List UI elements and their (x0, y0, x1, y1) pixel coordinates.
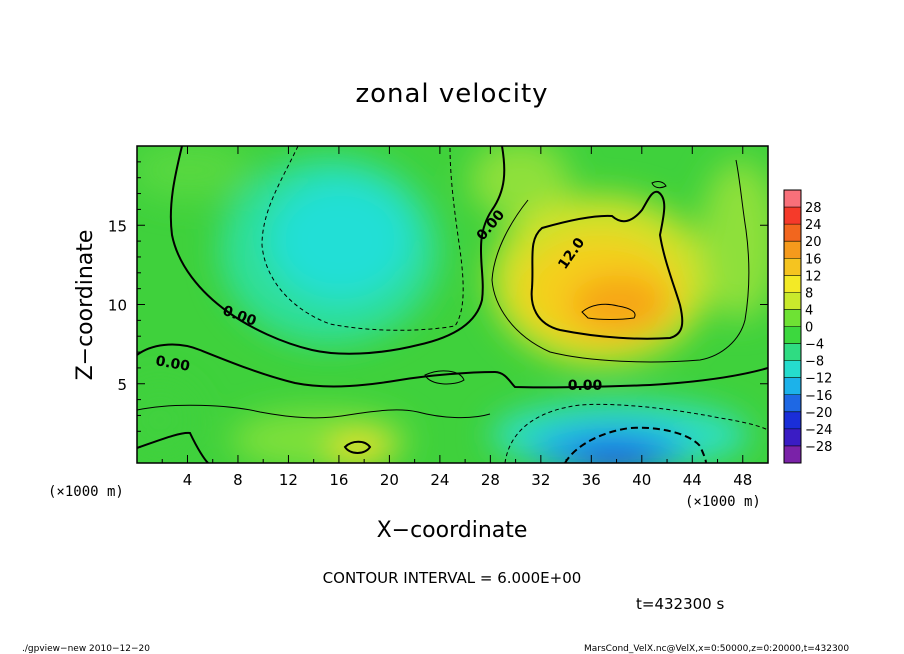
y-tick-label: 15 (108, 217, 127, 235)
x-tick-label: 36 (582, 471, 601, 489)
colorbar-swatch (784, 428, 801, 447)
colorbar-swatch (784, 241, 801, 259)
x-tick-label: 28 (481, 471, 500, 489)
x-tick-label: 40 (632, 471, 651, 489)
x-unit-label-left: (×1000 m) (48, 484, 124, 500)
contour-zero-bottom (137, 431, 209, 463)
colorbar-label: −28 (805, 440, 832, 455)
x-tick-label: 32 (531, 471, 550, 489)
colorbar-swatch (784, 292, 801, 310)
colorbar-swatch (784, 445, 801, 464)
contour-thin-cyan-area (261, 146, 464, 331)
x-axis-title: X−coordinate (377, 518, 528, 543)
colorbar-swatch (784, 190, 801, 208)
contour-small-blob (343, 440, 372, 454)
y-axis-title: Z−coordinate (73, 230, 98, 381)
x-tick-label: 12 (279, 471, 298, 489)
contour-twelve (530, 190, 684, 340)
x-unit-label-right: (×1000 m) (685, 494, 761, 510)
y-axis: 5 10 15 (108, 161, 768, 448)
colorbar-swatch (784, 411, 801, 430)
x-tick-label: 44 (683, 471, 702, 489)
colorbar-label: −24 (805, 423, 832, 438)
colorbar-swatch (784, 377, 801, 396)
colorbar-swatch (784, 224, 801, 242)
colorbar-swatch (784, 326, 801, 345)
x-tick-label: 16 (329, 471, 348, 489)
footer-right: MarsCond_VelX.nc@VelX,x=0:50000,z=0:2000… (584, 644, 849, 654)
colorbar-label: −8 (805, 355, 824, 370)
colorbar-label: 24 (805, 218, 822, 233)
contour-zero-left (169, 146, 506, 355)
contour-thin-blue-area (504, 403, 768, 463)
contour-thin-inner (581, 303, 636, 320)
x-axis: 4 8 12 16 20 24 28 32 36 40 44 48 (161, 146, 752, 489)
contour-label: 0.00 (568, 378, 603, 394)
contour-lines (137, 146, 768, 463)
colorbar-label: −12 (805, 372, 832, 387)
colorbar-label: 12 (805, 269, 822, 284)
y-tick-label: 10 (108, 297, 127, 315)
color-field (137, 146, 768, 463)
chart-title: zonal velocity (355, 79, 548, 109)
contour-neg-bottom (564, 426, 707, 463)
contour-interval-text: CONTOUR INTERVAL = 6.000E+00 (323, 569, 582, 587)
colorbar-swatch (784, 360, 801, 379)
x-tick-label: 4 (183, 471, 193, 489)
contour-label: 0.00 (154, 353, 191, 375)
colorbar-label: 16 (805, 252, 822, 267)
colorbar-swatch (784, 343, 801, 362)
colorbar-swatch (784, 207, 801, 225)
y-tick-label: 5 (117, 376, 127, 394)
footer-left: ./gpview−new 2010−12−20 (22, 644, 150, 654)
contour-small-blob-3 (651, 181, 667, 189)
colorbar-swatch (784, 258, 801, 276)
colorbar-label: 28 (805, 201, 822, 216)
x-tick-label: 48 (733, 471, 752, 489)
colorbar-label: −16 (805, 389, 832, 404)
contour-thin-lower (137, 404, 491, 419)
plot-area: 0.00 0.00 0.00 0.00 12.0 (137, 146, 768, 463)
colorbar-swatch (784, 309, 801, 327)
colorbar-label: 4 (805, 303, 813, 318)
colorbar-label: 20 (805, 235, 822, 250)
time-text: t=432300 s (636, 595, 724, 613)
contour-zero-lower-left (137, 343, 768, 389)
x-tick-label: 8 (233, 471, 243, 489)
colorbar: 28 24 20 16 12 8 4 0 −4 −8 −12 −16 −20 −24 −28 (783, 189, 832, 464)
colorbar-label: 0 (805, 321, 813, 336)
contour-thin-yellow-area (491, 159, 750, 363)
colorbar-swatch (784, 394, 801, 413)
x-tick-label: 24 (430, 471, 449, 489)
colorbar-label: 8 (805, 286, 813, 301)
x-tick-label: 20 (380, 471, 399, 489)
colorbar-label: −20 (805, 406, 832, 421)
contour-small-blob-2 (424, 370, 465, 385)
colorbar-swatch (784, 275, 801, 293)
colorbar-label: −4 (805, 338, 824, 353)
